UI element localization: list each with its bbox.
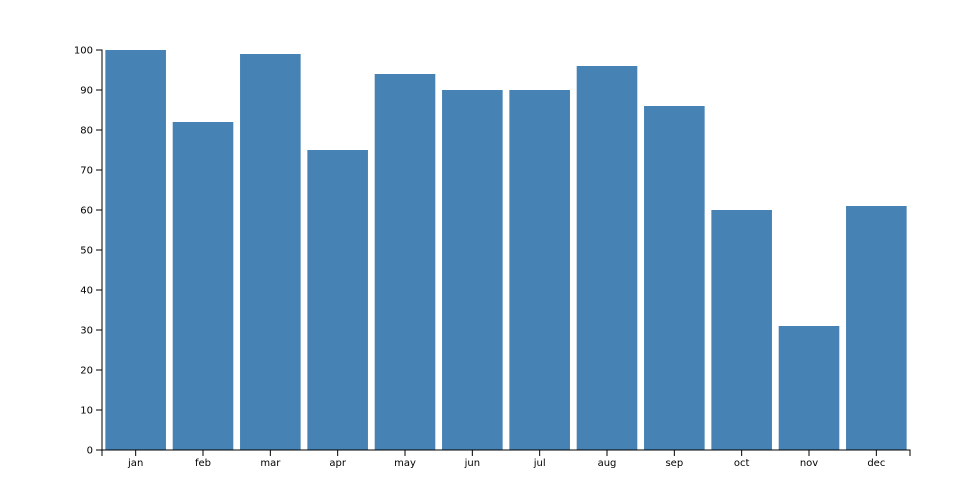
y-tick-label: 80 [80, 126, 93, 137]
bar [307, 150, 368, 450]
y-tick-label: 60 [80, 206, 93, 217]
bar [374, 74, 436, 450]
bar [778, 326, 840, 450]
y-tick-label: 50 [80, 246, 93, 257]
x-axis [101, 449, 911, 456]
y-tick-label: 70 [80, 166, 93, 177]
x-tick-label: may [394, 458, 416, 469]
x-tick-label: nov [800, 458, 818, 469]
y-tick-label: 10 [80, 406, 93, 417]
x-tick-label: mar [260, 458, 281, 469]
y-tick-label: 30 [80, 326, 93, 337]
bar [711, 210, 772, 450]
y-tick-label: 40 [80, 286, 93, 297]
y-tick-label: 100 [74, 46, 93, 57]
x-tick-label: jul [533, 458, 546, 469]
bar [172, 122, 234, 450]
y-axis [96, 49, 103, 451]
y-tick-label: 20 [80, 366, 93, 377]
y-tick-label: 90 [80, 86, 93, 97]
x-tick-label: feb [195, 458, 211, 469]
bar [105, 50, 166, 450]
bar [442, 90, 503, 450]
x-tick-label: dec [867, 458, 885, 469]
y-tick-label: 0 [87, 446, 93, 457]
bar [846, 206, 907, 450]
x-tick-label: oct [734, 458, 750, 469]
bar [576, 66, 638, 450]
x-tick-label: jan [127, 458, 143, 469]
bar [240, 54, 301, 450]
x-tick-label: sep [665, 458, 683, 469]
bar [644, 106, 705, 450]
x-tick-label: aug [598, 458, 617, 469]
bar [509, 90, 570, 450]
x-tick-label: apr [329, 458, 346, 469]
x-tick-label: jun [464, 458, 480, 469]
